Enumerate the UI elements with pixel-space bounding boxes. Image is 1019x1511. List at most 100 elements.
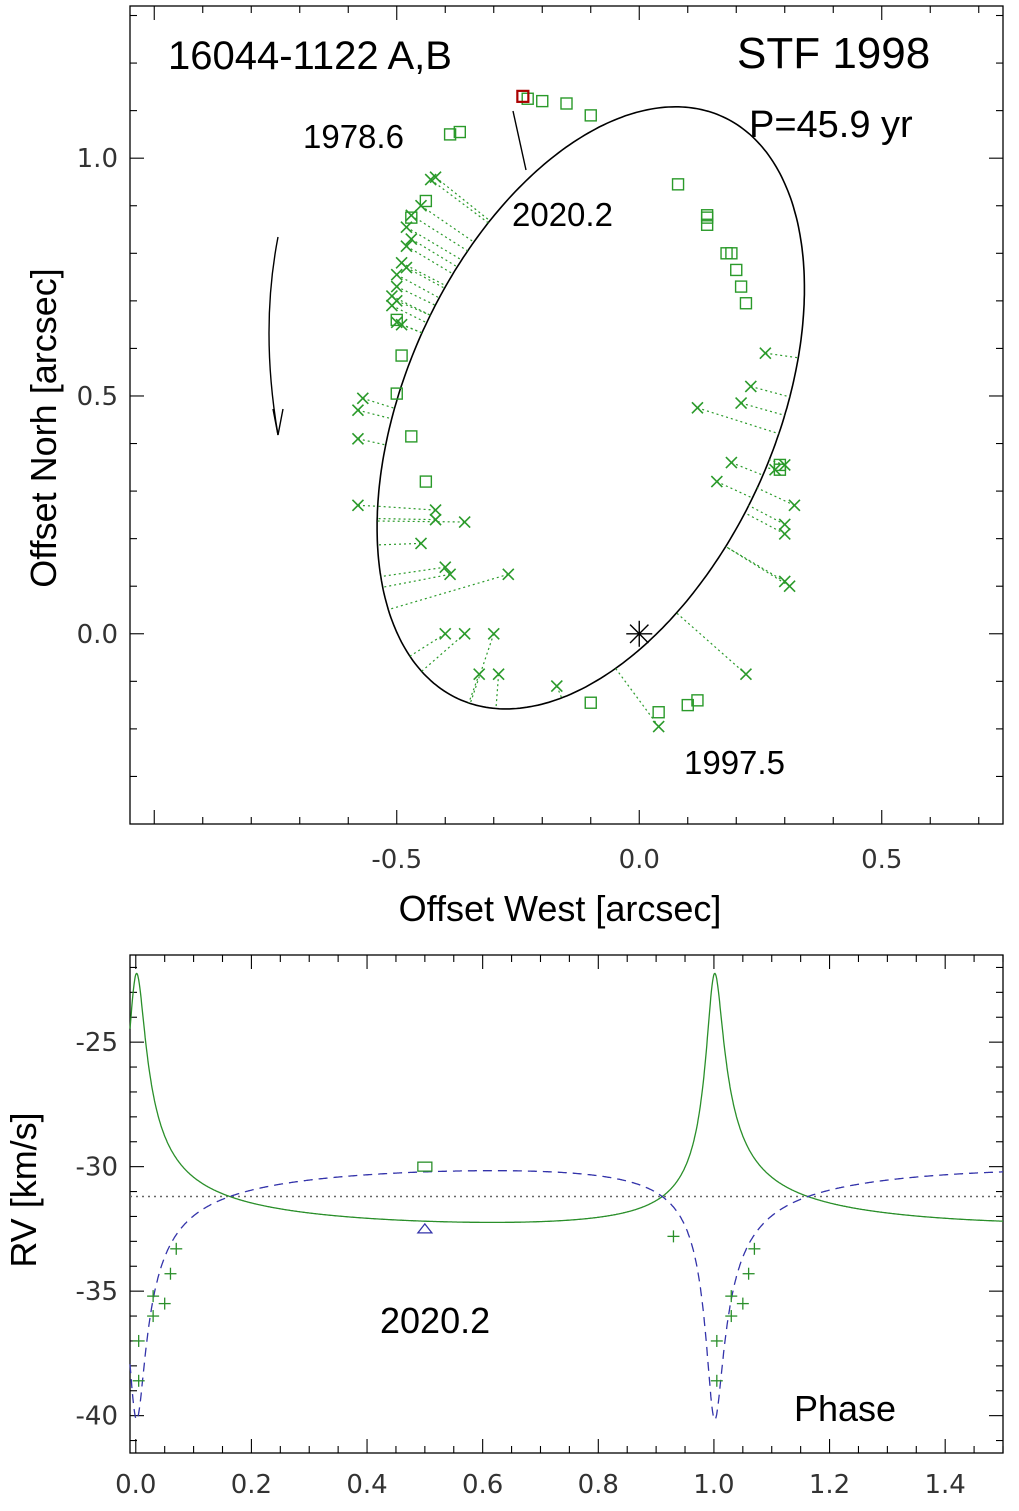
rv-x-axis-title: Phase (794, 1388, 896, 1429)
rv-plus-marker (158, 1297, 171, 1310)
cross-marker-stroke (385, 299, 398, 312)
rv-tick-labels: 0.0 0.2 0.4 0.6 0.8 1.0 1.2 1.4 -25 -30 -35 -40 (76, 1028, 966, 1500)
residual-line (391, 305, 427, 324)
cross-marker-stroke (788, 499, 801, 512)
residual-line (396, 274, 440, 299)
cross-marker (424, 173, 437, 186)
rv-plus-marker (742, 1267, 755, 1280)
cross-marker-stroke (487, 627, 500, 640)
cross-marker-stroke (710, 475, 723, 488)
cross-marker-stroke (725, 456, 738, 469)
cross-marker (550, 680, 563, 693)
cross-marker (414, 199, 428, 212)
rv-x-tick-label: 0.0 (115, 1470, 156, 1500)
rv-plus-marker (147, 1290, 160, 1303)
residual-line (406, 226, 462, 261)
orbit-y-tick-label: 0.0 (77, 620, 118, 650)
cross-marker-stroke (414, 537, 428, 550)
rv-x-tick-label: 0.6 (462, 1470, 503, 1500)
orbit-epoch-1997: 1997.5 (684, 744, 785, 781)
cross-marker-stroke (400, 221, 413, 234)
residual-line (756, 487, 795, 506)
primary-star-marker (626, 620, 653, 647)
rv-x-tick-label: 1.4 (925, 1470, 966, 1500)
residual-line (391, 295, 431, 316)
cross-marker-stroke (652, 720, 665, 733)
cross-marker-stroke (356, 392, 369, 405)
residual-line (388, 573, 509, 611)
cross-marker (351, 499, 365, 512)
cross-marker (458, 515, 471, 529)
residual-line (615, 668, 660, 727)
cross-marker-stroke (458, 627, 471, 640)
cross-marker (725, 456, 738, 469)
cross-marker (400, 261, 413, 274)
rv-panel: 0.0 0.2 0.4 0.6 0.8 1.0 1.2 1.4 -25 -30 -35 -40 202… (3, 954, 1004, 1500)
rv-epoch-annotation: 2020.2 (380, 1300, 490, 1341)
square-marker (681, 698, 694, 712)
cross-marker-stroke (390, 280, 403, 293)
orbit-x-tick-label: -0.5 (371, 845, 422, 875)
rv-y-tick-label: -35 (76, 1277, 118, 1307)
highlight-square-marker (516, 89, 530, 103)
cross-marker (691, 401, 704, 414)
cross-marker (405, 232, 418, 246)
rv-y-tick-label: -30 (76, 1153, 118, 1183)
residual-line (380, 566, 446, 578)
square-marker (671, 178, 685, 191)
orbit-data-points (351, 89, 801, 733)
cross-marker (351, 404, 365, 417)
cross-marker (778, 518, 791, 531)
residual-line (377, 520, 465, 523)
cross-marker (429, 504, 442, 517)
cross-marker (390, 268, 403, 281)
cross-marker-stroke (492, 668, 505, 681)
cross-marker-stroke (405, 232, 418, 246)
rv-y-tick-label: -25 (76, 1028, 118, 1058)
rv-curve-secondary (129, 1170, 1003, 1421)
square-marker (560, 97, 573, 110)
cross-marker (385, 299, 398, 312)
cross-marker-stroke (502, 568, 515, 581)
cross-marker-stroke (691, 401, 704, 414)
residual-line (410, 214, 468, 252)
motion-direction-arrow (268, 236, 279, 436)
rv-ticks (130, 955, 1004, 1453)
rv-plus-marker (132, 1334, 145, 1347)
residual-line (401, 324, 423, 334)
square-marker (419, 475, 433, 488)
rv-plot-frame (129, 954, 1004, 1454)
square-marker (584, 696, 597, 709)
square-marker (700, 218, 714, 231)
cross-marker-stroke (390, 316, 403, 329)
square-marker (405, 430, 418, 443)
cross-marker (759, 347, 772, 360)
square-marker (390, 313, 403, 327)
orbit-title-right: STF 1998 (737, 29, 930, 78)
cross-marker (652, 720, 665, 733)
residual-line (357, 409, 392, 420)
cross-marker (783, 580, 796, 593)
orbit-plot-frame (129, 5, 1004, 825)
cross-marker (487, 627, 500, 640)
residual-line (676, 612, 747, 675)
cross-marker (710, 475, 723, 488)
cross-marker (735, 397, 748, 410)
cross-marker-stroke (768, 463, 782, 476)
square-marker (453, 125, 466, 139)
rv-plus-marker (725, 1290, 738, 1303)
cross-marker (429, 513, 442, 526)
cross-marker-stroke (778, 458, 791, 472)
residual-line (731, 462, 764, 476)
residual-line (357, 504, 378, 507)
orbit-ticks (130, 6, 1003, 824)
residual-line (748, 504, 786, 525)
cross-marker-stroke (783, 580, 796, 593)
residual-line (765, 352, 799, 359)
cross-marker (444, 568, 457, 581)
residual-line (468, 673, 480, 704)
cross-marker (778, 458, 791, 472)
square-marker (536, 94, 549, 108)
cross-marker-stroke (351, 432, 365, 445)
